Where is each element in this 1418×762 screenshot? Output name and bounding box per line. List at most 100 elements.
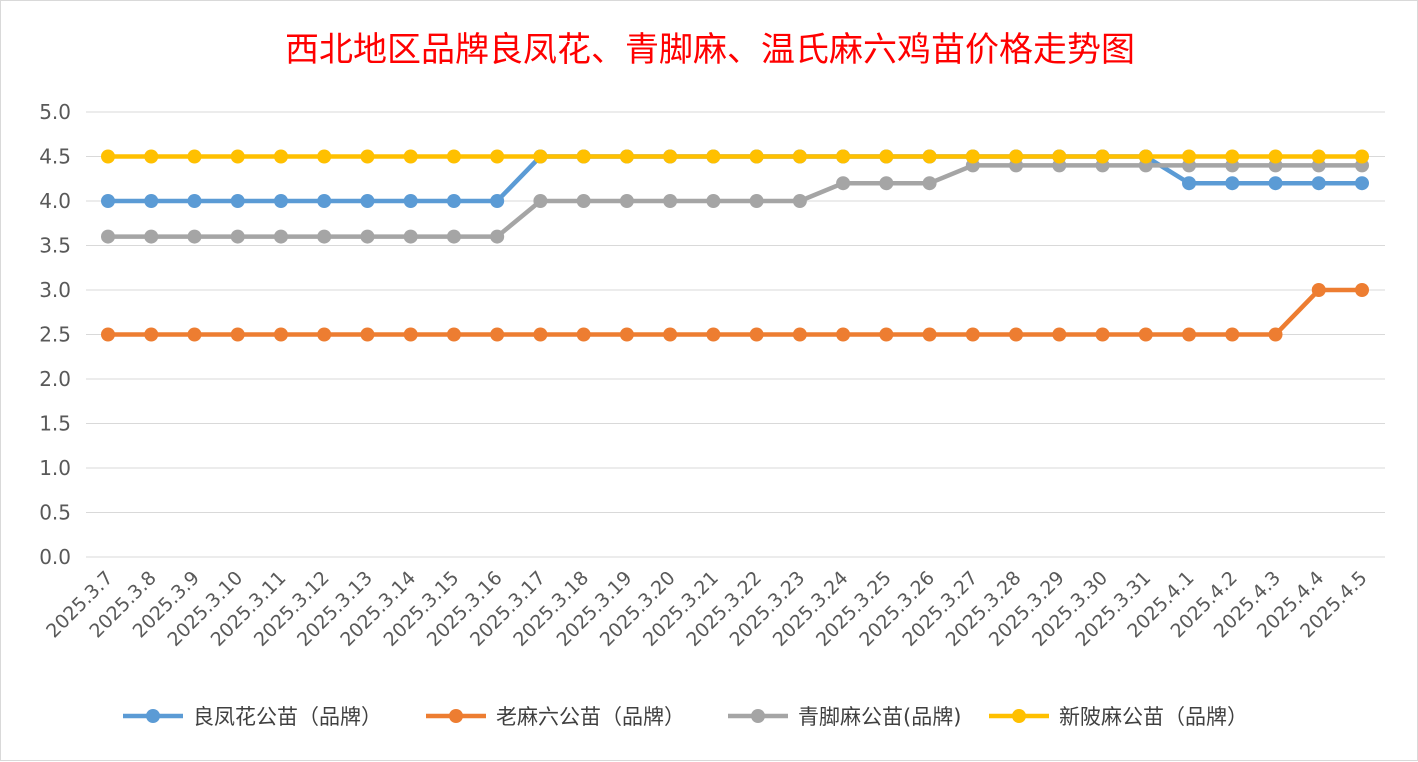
data-point: [490, 327, 505, 342]
data-point: [144, 229, 159, 244]
data-point: [792, 327, 807, 342]
data-point: [446, 327, 461, 342]
y-tick-label: 3.5: [39, 234, 71, 258]
y-tick-label: 0.0: [39, 545, 71, 569]
data-point: [749, 149, 764, 164]
data-point: [792, 149, 807, 164]
data-point: [230, 229, 245, 244]
series-line: [105, 287, 1365, 337]
data-point: [576, 149, 591, 164]
data-point: [1225, 327, 1240, 342]
legend: 良凤花公苗（品牌） 老麻六公苗（品牌） 青脚麻公苗(品牌) 新陂麻公苗（品牌）: [123, 705, 1248, 729]
data-point: [360, 194, 375, 208]
data-point: [1182, 176, 1197, 191]
y-tick-label: 5.0: [39, 100, 71, 124]
data-point: [1182, 327, 1197, 342]
data-point: [663, 327, 678, 342]
data-point: [706, 194, 721, 208]
legend-label: 老麻六公苗（品牌）: [496, 705, 685, 729]
data-point: [879, 149, 894, 164]
data-point: [1268, 327, 1283, 342]
legend-marker: [751, 709, 765, 723]
legend-label: 新陂麻公苗（品牌）: [1059, 705, 1248, 729]
y-tick-label: 4.0: [39, 189, 71, 213]
legend-marker: [1012, 709, 1026, 723]
y-tick-label: 3.0: [39, 278, 71, 302]
series-line: [105, 163, 1365, 239]
data-point: [187, 229, 202, 244]
y-tick-label: 4.5: [39, 145, 71, 169]
data-point: [1268, 176, 1283, 191]
legend-label: 良凤花公苗（品牌）: [193, 705, 382, 729]
data-point: [490, 149, 505, 164]
data-point: [1355, 149, 1369, 164]
data-point: [144, 194, 159, 208]
data-point: [879, 327, 894, 342]
data-point: [836, 176, 851, 191]
data-point: [101, 149, 115, 164]
data-point: [533, 149, 548, 164]
legend-item: 新陂麻公苗（品牌）: [989, 705, 1248, 729]
y-tick-label: 2.5: [39, 323, 71, 347]
data-point: [706, 327, 721, 342]
data-point: [1225, 149, 1240, 164]
data-point: [403, 194, 418, 208]
data-point: [360, 327, 375, 342]
legend-marker: [146, 709, 160, 723]
legend-label: 青脚麻公苗(品牌): [798, 705, 961, 729]
data-point: [1268, 149, 1283, 164]
data-point: [273, 327, 288, 342]
legend-marker: [449, 709, 463, 723]
data-point: [403, 229, 418, 244]
series-1: [101, 283, 1369, 342]
data-point: [706, 149, 721, 164]
data-point: [1182, 149, 1197, 164]
series-lines: [101, 149, 1369, 342]
data-point: [1311, 149, 1326, 164]
legend-item: 青脚麻公苗(品牌): [728, 705, 961, 729]
data-point: [663, 194, 678, 208]
series-3: [101, 149, 1369, 164]
data-point: [360, 149, 375, 164]
data-point: [1138, 327, 1153, 342]
legend-item: 良凤花公苗（品牌）: [123, 705, 382, 729]
data-point: [1138, 149, 1153, 164]
data-point: [1355, 176, 1369, 191]
y-tick-label: 0.5: [39, 501, 71, 525]
data-point: [230, 194, 245, 208]
legend-item: 老麻六公苗（品牌）: [426, 705, 685, 729]
y-axis-tick-labels: 0.0 0.5 1.0 1.5 2.0 2.5 3.0 3.5 4.0 4.5 5.0: [39, 100, 71, 569]
data-point: [576, 194, 591, 208]
data-point: [403, 327, 418, 342]
data-point: [317, 194, 332, 208]
data-point: [446, 229, 461, 244]
data-point: [1095, 327, 1110, 342]
data-point: [749, 327, 764, 342]
data-point: [446, 149, 461, 164]
data-point: [490, 194, 505, 208]
data-point: [836, 327, 851, 342]
data-point: [101, 194, 115, 208]
y-tick-label: 1.5: [39, 412, 71, 436]
data-point: [230, 327, 245, 342]
data-point: [273, 194, 288, 208]
data-point: [1009, 327, 1024, 342]
data-point: [144, 149, 159, 164]
data-point: [533, 327, 548, 342]
data-point: [965, 149, 980, 164]
data-point: [922, 176, 937, 191]
data-point: [576, 327, 591, 342]
data-point: [619, 194, 634, 208]
data-point: [663, 149, 678, 164]
data-point: [317, 149, 332, 164]
y-tick-label: 1.0: [39, 456, 71, 480]
data-point: [1311, 176, 1326, 191]
data-point: [273, 229, 288, 244]
data-point: [749, 194, 764, 208]
data-point: [230, 149, 245, 164]
data-point: [1355, 283, 1369, 297]
data-point: [101, 229, 115, 244]
data-point: [317, 327, 332, 342]
